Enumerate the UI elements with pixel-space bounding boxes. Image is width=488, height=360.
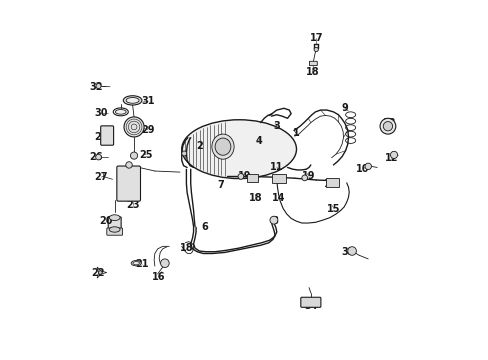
- Text: 30: 30: [94, 108, 107, 118]
- Text: 32: 32: [89, 82, 102, 92]
- Circle shape: [130, 152, 137, 159]
- FancyBboxPatch shape: [246, 174, 257, 182]
- Text: 8: 8: [271, 216, 278, 226]
- Text: 6: 6: [201, 222, 208, 231]
- Circle shape: [96, 154, 101, 160]
- Text: 5: 5: [221, 139, 228, 149]
- Text: 13: 13: [382, 118, 396, 128]
- Text: 20: 20: [100, 216, 113, 226]
- Polygon shape: [97, 267, 102, 273]
- FancyBboxPatch shape: [309, 61, 317, 66]
- Circle shape: [125, 162, 132, 168]
- Ellipse shape: [215, 138, 230, 155]
- Text: 12: 12: [384, 153, 397, 163]
- Circle shape: [96, 84, 101, 89]
- Text: 26: 26: [89, 152, 102, 162]
- Ellipse shape: [133, 262, 139, 265]
- FancyBboxPatch shape: [300, 297, 320, 307]
- Text: 18: 18: [305, 67, 319, 77]
- Circle shape: [182, 151, 186, 156]
- Text: 2: 2: [196, 141, 203, 151]
- Ellipse shape: [109, 227, 120, 232]
- Circle shape: [389, 151, 397, 158]
- FancyBboxPatch shape: [108, 217, 121, 230]
- Text: 1: 1: [292, 129, 299, 138]
- Text: 16: 16: [151, 272, 165, 282]
- Circle shape: [383, 122, 392, 131]
- Text: 29: 29: [141, 125, 154, 135]
- Circle shape: [313, 47, 318, 51]
- FancyBboxPatch shape: [271, 174, 286, 183]
- Text: 33: 33: [341, 247, 354, 257]
- Ellipse shape: [182, 120, 296, 179]
- Text: 24: 24: [125, 182, 139, 192]
- FancyBboxPatch shape: [325, 178, 339, 187]
- Circle shape: [379, 118, 395, 134]
- Circle shape: [347, 247, 356, 255]
- Text: 18: 18: [323, 179, 337, 189]
- Circle shape: [364, 163, 371, 170]
- Text: 10: 10: [355, 164, 369, 174]
- Text: 22: 22: [91, 268, 105, 278]
- Text: 27: 27: [94, 172, 107, 182]
- Ellipse shape: [115, 109, 126, 114]
- Circle shape: [99, 271, 102, 274]
- Ellipse shape: [131, 261, 141, 266]
- Text: 11: 11: [269, 162, 283, 172]
- Text: 34: 34: [304, 301, 317, 311]
- FancyBboxPatch shape: [101, 126, 113, 145]
- Text: 15: 15: [327, 204, 340, 214]
- Text: 9: 9: [341, 103, 347, 113]
- Text: 18: 18: [180, 243, 194, 253]
- Text: 19: 19: [237, 171, 251, 181]
- Text: 7: 7: [217, 180, 224, 190]
- Ellipse shape: [123, 96, 142, 105]
- Circle shape: [301, 175, 307, 181]
- Text: 28: 28: [94, 132, 108, 142]
- Polygon shape: [100, 271, 106, 274]
- Ellipse shape: [109, 215, 120, 221]
- FancyBboxPatch shape: [117, 166, 140, 201]
- Circle shape: [238, 174, 244, 179]
- Text: 31: 31: [141, 96, 154, 106]
- Ellipse shape: [211, 134, 234, 159]
- Ellipse shape: [126, 98, 139, 103]
- Text: 21: 21: [135, 259, 149, 269]
- Text: 25: 25: [139, 150, 152, 160]
- FancyBboxPatch shape: [106, 228, 122, 235]
- Circle shape: [160, 259, 169, 267]
- Text: 18: 18: [248, 193, 262, 203]
- Text: 4: 4: [255, 136, 262, 145]
- Text: 23: 23: [125, 200, 139, 210]
- Text: 19: 19: [302, 171, 315, 181]
- Text: 3: 3: [273, 121, 280, 131]
- Circle shape: [124, 117, 144, 137]
- Polygon shape: [97, 272, 102, 278]
- Circle shape: [269, 216, 277, 224]
- Text: 14: 14: [271, 193, 285, 203]
- Text: 17: 17: [309, 33, 322, 43]
